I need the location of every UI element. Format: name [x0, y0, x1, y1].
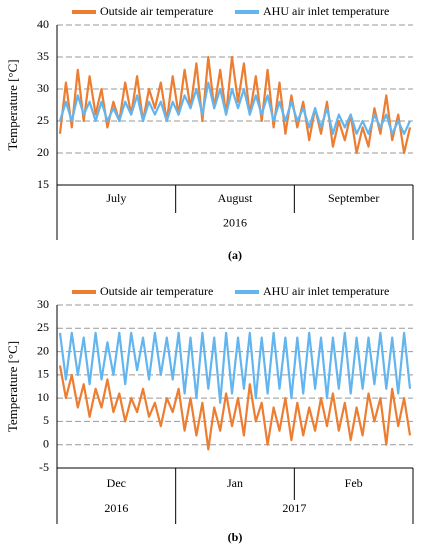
year-label: 2016 — [223, 215, 247, 229]
y-tick-label: 20 — [37, 343, 49, 357]
y-tick-label: 30 — [37, 81, 49, 95]
y-tick-label: -5 — [39, 460, 49, 474]
year-label: 2016 — [104, 501, 128, 515]
caption: (b) — [228, 530, 243, 544]
y-tick-label: 25 — [37, 320, 49, 334]
legend-label: Outside air temperature — [100, 4, 213, 18]
y-tick-label: 20 — [37, 145, 49, 159]
series-line — [58, 331, 412, 404]
y-axis-label: Temperature [°C] — [5, 59, 20, 150]
caption: (a) — [228, 248, 242, 262]
legend-label: AHU air inlet temperature — [263, 284, 389, 298]
y-tick-label: 5 — [43, 413, 49, 427]
y-tick-label: 15 — [37, 367, 49, 381]
y-tick-label: 10 — [37, 390, 49, 404]
legend-label: Outside air temperature — [100, 284, 213, 298]
series-line — [58, 55, 412, 155]
x-tick-label: Dec — [107, 476, 126, 490]
year-label: 2017 — [282, 501, 306, 515]
x-tick-label: August — [218, 191, 253, 205]
legend-label: AHU air inlet temperature — [263, 4, 389, 18]
x-tick-label: Feb — [345, 476, 363, 490]
x-tick-label: Jan — [227, 476, 243, 490]
x-tick-label: September — [328, 191, 379, 205]
y-tick-label: 40 — [37, 17, 49, 31]
y-tick-label: 15 — [37, 177, 49, 191]
y-tick-label: 35 — [37, 49, 49, 63]
y-tick-label: 25 — [37, 113, 49, 127]
y-tick-label: 0 — [43, 436, 49, 450]
x-tick-label: July — [106, 191, 126, 205]
y-tick-label: 30 — [37, 297, 49, 311]
series-line — [58, 365, 412, 451]
series-line — [58, 81, 411, 135]
y-axis-label: Temperature [°C] — [5, 341, 20, 432]
